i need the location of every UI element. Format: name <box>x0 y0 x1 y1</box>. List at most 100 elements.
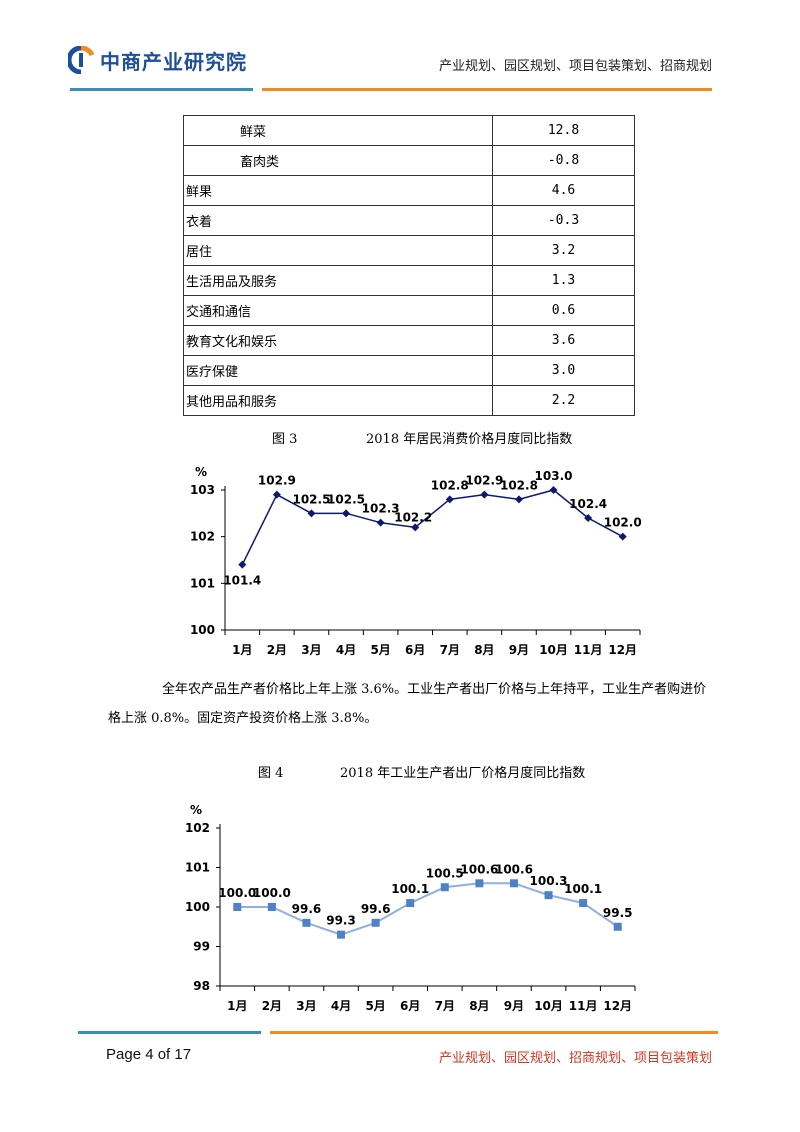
table-cell-category: 交通和通信 <box>183 295 493 326</box>
price-change-table: 鲜菜 12.8 畜肉类 -0.8 鲜果 4.6 衣着 -0.3 居住 3.2 生活用品及服务 1.3 交… <box>183 115 635 416</box>
table-row: 鲜菜 12.8 <box>183 115 635 146</box>
x-tick-label: 12月 <box>603 999 632 1013</box>
page-number: Page 4 of 17 <box>106 1046 192 1063</box>
series-line <box>241 489 624 565</box>
data-point <box>584 514 593 522</box>
x-tick-label: 11月 <box>574 643 603 657</box>
data-label: 100.0 <box>218 886 256 900</box>
data-point <box>267 903 276 911</box>
table-row: 教育文化和娱乐 3.6 <box>183 325 635 356</box>
data-point <box>302 918 311 927</box>
x-tick-label: 3月 <box>301 643 321 657</box>
table-cell-value: 1.3 <box>492 265 635 296</box>
x-tick-label: 11月 <box>569 999 598 1013</box>
series-line <box>237 882 619 936</box>
x-tick-label: 6月 <box>400 999 420 1013</box>
logo-mark-icon <box>68 46 94 74</box>
data-label: 99.5 <box>603 906 633 920</box>
figure-3-caption: 图 3 2018 年居民消费价格月度同比指数 <box>0 428 800 447</box>
data-point <box>307 509 316 518</box>
footer-divider-blue <box>78 1031 261 1034</box>
footer-tagline: 产业规划、园区规划、招商规划、项目包装策划 <box>438 1051 712 1066</box>
table-cell-value: 3.0 <box>492 355 635 386</box>
data-label: 102.8 <box>431 478 469 492</box>
data-label: 100.1 <box>564 882 602 896</box>
data-point <box>342 509 351 518</box>
data-label: 100.6 <box>495 862 533 876</box>
x-tick-label: 2月 <box>262 999 282 1013</box>
data-label: 99.6 <box>292 902 322 916</box>
header-divider-orange <box>262 88 712 91</box>
data-point <box>613 922 622 931</box>
data-label: 102.4 <box>569 497 607 511</box>
header-tagline: 产业规划、园区规划、项目包装策划、招商规划 <box>438 59 712 74</box>
data-point <box>337 930 346 939</box>
company-logo: 中商产业研究院 <box>68 44 247 76</box>
data-point <box>406 899 415 908</box>
data-point <box>549 486 558 494</box>
table-cell-category: 鲜果 <box>183 175 493 206</box>
x-tick-label: 9月 <box>504 999 524 1013</box>
table-cell-value: -0.8 <box>492 145 635 176</box>
y-tick-label: 103 <box>190 483 215 497</box>
ppi-monthly-chart: % 98 99 100 101 102 1月 2月 3月 4月 5月 6月 7月 8月 9月 10月 11月 12… <box>185 803 636 1013</box>
table-cell-value: 0.6 <box>492 295 635 326</box>
data-label: 100.3 <box>530 874 568 888</box>
data-point <box>509 879 518 888</box>
table-row: 鲜果 4.6 <box>183 175 635 206</box>
x-tick-label: 6月 <box>405 643 425 657</box>
y-tick-label: 101 <box>185 861 210 875</box>
data-label: 102.8 <box>500 478 538 492</box>
data-label: 100.5 <box>426 866 464 880</box>
table-cell-category: 畜肉类 <box>183 145 493 176</box>
y-tick-label: 102 <box>185 821 210 835</box>
table-cell-category: 其他用品和服务 <box>183 385 493 416</box>
y-tick-label: 99 <box>193 940 210 954</box>
x-tick-label: 7月 <box>440 643 460 657</box>
table-cell-value: 3.2 <box>492 235 635 266</box>
data-point <box>618 532 627 541</box>
data-label: 100.6 <box>460 862 498 876</box>
data-label: 100.1 <box>391 882 429 896</box>
table-row: 生活用品及服务 1.3 <box>183 265 635 296</box>
data-point <box>376 518 385 527</box>
x-tick-label: 4月 <box>336 643 356 657</box>
data-point <box>371 918 380 927</box>
data-label: 102.5 <box>292 492 330 506</box>
data-label: 102.5 <box>327 492 365 506</box>
x-tick-label: 12月 <box>608 643 637 657</box>
y-tick-label: 100 <box>185 900 210 914</box>
x-tick-label: 5月 <box>365 999 385 1013</box>
table-row: 医疗保健 3.0 <box>183 355 635 386</box>
x-tick-label: 10月 <box>534 999 563 1013</box>
data-label: 101.4 <box>223 574 261 588</box>
figure-3-number: 图 3 <box>272 432 298 447</box>
table-cell-category: 教育文化和娱乐 <box>183 325 493 356</box>
table-cell-category: 鲜菜 <box>183 115 493 146</box>
figure-3-title: 2018 年居民消费价格月度同比指数 <box>366 432 573 447</box>
data-point <box>440 883 449 892</box>
data-point <box>233 903 242 911</box>
y-tick-label: 101 <box>190 576 215 590</box>
data-point <box>272 490 281 499</box>
data-label: 102.9 <box>258 474 296 488</box>
data-point <box>544 891 553 900</box>
logo-text: 中商产业研究院 <box>100 49 247 74</box>
table-row: 其他用品和服务 2.2 <box>183 385 635 416</box>
table-cell-value: 12.8 <box>492 115 635 146</box>
data-point <box>238 560 247 569</box>
table-cell-category: 医疗保健 <box>183 355 493 386</box>
table-row: 居住 3.2 <box>183 235 635 266</box>
data-label: 102.9 <box>465 474 503 488</box>
data-label: 99.6 <box>361 902 391 916</box>
x-tick-label: 8月 <box>474 643 494 657</box>
figure-4-number: 图 4 <box>258 766 284 781</box>
table-row: 交通和通信 0.6 <box>183 295 635 326</box>
header-divider-blue <box>70 88 253 91</box>
figure-4-title: 2018 年工业生产者出厂价格月度同比指数 <box>340 766 586 781</box>
y-tick-label: 100 <box>190 623 215 637</box>
data-point <box>480 490 489 499</box>
y-axis-unit-label: % <box>190 803 202 817</box>
table-cell-value: 3.6 <box>492 325 635 356</box>
x-tick-label: 1月 <box>232 643 252 657</box>
